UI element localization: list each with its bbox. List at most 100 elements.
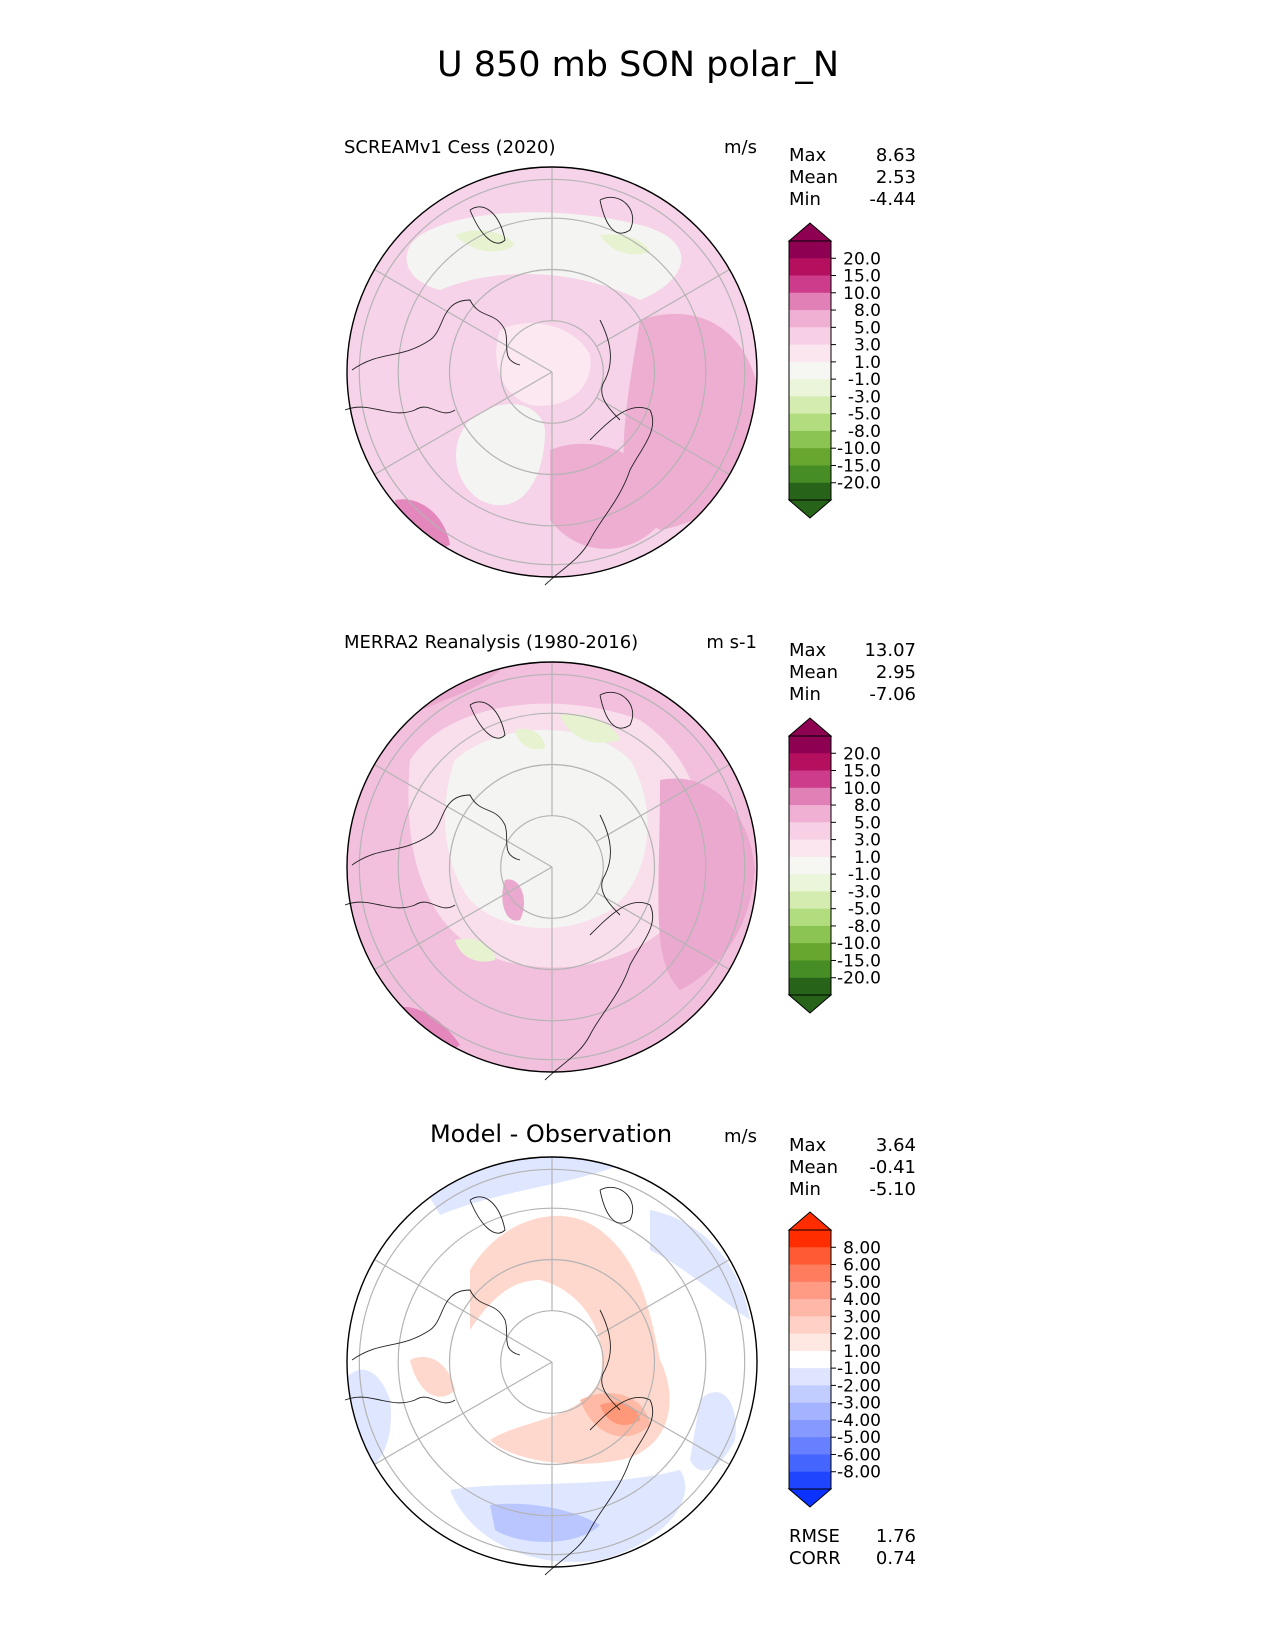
colorbar-segment <box>789 1316 831 1335</box>
meridian-line <box>374 1258 508 1337</box>
colorbar-tick-label: -5.0 <box>848 900 881 920</box>
meridian-line <box>374 892 508 971</box>
map-field-pos-patch-west <box>410 1356 455 1397</box>
colorbar-segment <box>789 822 831 841</box>
metric-rmse-value: 1.76 <box>876 1526 916 1547</box>
colorbar-segment <box>789 327 831 346</box>
stat-mean-value: 2.95 <box>876 662 916 683</box>
colorbar-segment <box>789 770 831 789</box>
figure-title: U 850 mb SON polar_N <box>437 45 839 85</box>
map-field-negative-patch-2 <box>515 728 545 750</box>
panel-test: SCREAMv1 Cess (2020) m/s Max 8.63 Mean 2… <box>344 137 916 586</box>
stats-block: Max 3.64 Mean -0.41 Min -5.10 <box>789 1135 916 1200</box>
map-coastlines <box>344 1186 654 1576</box>
colorbar-segment <box>789 787 831 806</box>
colorbar-tick-label: 5.00 <box>843 1273 881 1293</box>
map-coastlines <box>344 691 654 1081</box>
colorbar-tick-label: 8.0 <box>854 796 881 816</box>
stat-mean-label: Mean <box>789 662 838 683</box>
colorbar-tick-label: 8.0 <box>854 301 881 321</box>
colorbar-segment <box>789 448 831 466</box>
meridian-line <box>374 268 508 347</box>
colorbar-segment <box>789 1385 831 1404</box>
colorbar-tick-label: 8.00 <box>843 1238 881 1258</box>
meridian-line <box>507 1335 553 1363</box>
map-boundary <box>346 166 758 578</box>
colorbar-segment <box>789 482 831 501</box>
colorbar-segment <box>789 1281 831 1300</box>
colorbar-tick-label: -3.00 <box>837 1394 881 1414</box>
colorbar-tick-label: 20.0 <box>843 249 881 269</box>
colorbar-segment <box>789 292 831 311</box>
colorbar-segment <box>789 241 831 259</box>
meridian-line <box>507 345 553 373</box>
colorbar-tick-label: 15.0 <box>843 762 881 782</box>
map-boundary <box>346 1156 758 1568</box>
colorbar-tick-label: -5.00 <box>837 1428 881 1448</box>
panel-units: m s-1 <box>706 632 757 653</box>
panel-center-title: Model - Observation <box>430 1120 672 1148</box>
colorbar-tick-label: 4.00 <box>843 1290 881 1310</box>
meridian-line <box>596 1387 730 1466</box>
stat-max-value: 8.63 <box>876 145 916 166</box>
meridian-line <box>596 268 730 347</box>
colorbar-segment <box>789 465 831 484</box>
colorbar-tick-label: -1.0 <box>848 370 881 390</box>
stat-min-value: -5.10 <box>869 1179 916 1200</box>
colorbar-segment <box>789 753 831 772</box>
colorbar-tick-label: 3.00 <box>843 1307 881 1327</box>
stat-mean-label: Mean <box>789 1157 838 1178</box>
colorbar-tick-label: -15.0 <box>837 951 881 971</box>
colorbar-frame <box>788 1229 832 1490</box>
colorbar-frame <box>788 735 832 996</box>
colorbar-frame <box>788 240 832 501</box>
colorbar-extend-bottom <box>787 1488 833 1508</box>
map-coastlines <box>344 196 654 586</box>
colorbar-tick-label: -6.00 <box>837 1445 881 1465</box>
colorbar-tick-label: -20.0 <box>837 969 881 989</box>
stat-max-label: Max <box>789 1135 827 1156</box>
stat-mean-value: 2.53 <box>876 167 916 188</box>
colorbar-segment <box>789 413 831 432</box>
metric-corr-value: 0.74 <box>876 1548 916 1569</box>
colorbar-segment <box>789 1230 831 1248</box>
metric-rmse-label: RMSE <box>789 1526 840 1547</box>
colorbar-segment <box>789 1247 831 1266</box>
colorbar-segment <box>789 977 831 996</box>
map-field-stronger-spot <box>395 499 450 548</box>
colorbar-tick-label: 6.00 <box>843 1256 881 1276</box>
colorbar: 20.015.010.08.05.03.01.0-1.0-3.0-5.0-8.0… <box>787 717 881 1014</box>
map-field-strong-band <box>623 313 757 530</box>
meridian-line <box>596 892 730 971</box>
colorbar-extend-bottom <box>787 499 833 519</box>
map-field-pos-core <box>600 1402 640 1425</box>
meridian-line <box>596 763 730 842</box>
colorbar-tick-label: -1.00 <box>837 1359 881 1379</box>
colorbar-tick-label: -8.00 <box>837 1463 881 1483</box>
stat-min-value: -7.06 <box>869 684 916 705</box>
colorbar-tick-label: 5.0 <box>854 318 881 338</box>
meridian-line <box>507 840 553 868</box>
colorbar-segment <box>789 1368 831 1386</box>
meridian-line <box>596 1258 730 1337</box>
stats-block: Max 8.63 Mean 2.53 Min -4.44 <box>789 145 916 210</box>
stat-mean-value: -0.41 <box>869 1157 916 1178</box>
colorbar-segment <box>789 874 831 892</box>
colorbar-tick-label: 5.0 <box>854 813 881 833</box>
colorbar-tick-label: 10.0 <box>843 779 881 799</box>
colorbar-tick-label: 10.0 <box>843 284 881 304</box>
colorbar-segment <box>789 1402 831 1421</box>
panel-units: m/s <box>724 1126 757 1147</box>
colorbar-extend-top <box>787 1211 833 1231</box>
map-graticule <box>358 1157 746 1567</box>
stat-max-value: 3.64 <box>876 1135 916 1156</box>
colorbar-tick-label: -3.0 <box>848 882 881 902</box>
colorbar-segment <box>789 736 831 754</box>
colorbar-tick-label: -8.0 <box>848 422 881 442</box>
colorbar-tick-label: 1.0 <box>854 848 881 868</box>
colorbar-tick-label: 20.0 <box>843 744 881 764</box>
colorbar: 20.015.010.08.05.03.01.0-1.0-3.0-5.0-8.0… <box>787 222 881 519</box>
colorbar-segment <box>789 891 831 910</box>
map-field-negative-patch <box>560 714 620 743</box>
colorbar-segment <box>789 1471 831 1490</box>
